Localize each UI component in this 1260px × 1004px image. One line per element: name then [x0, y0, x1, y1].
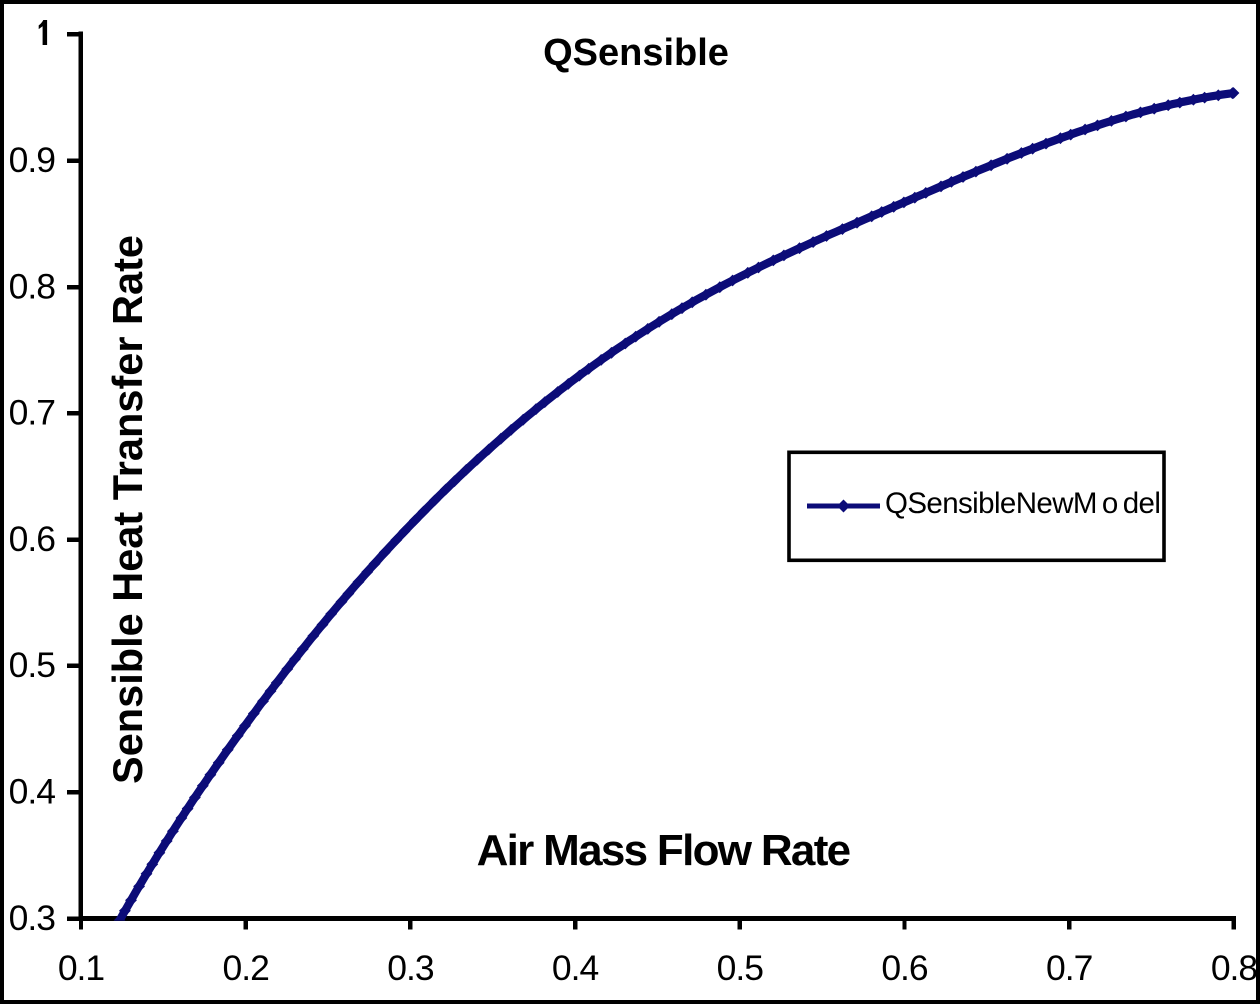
svg-text:0.1: 0.1 — [58, 948, 105, 988]
svg-text:0.2: 0.2 — [223, 948, 269, 988]
svg-text:0.4: 0.4 — [552, 948, 599, 988]
svg-text:0.6: 0.6 — [881, 948, 928, 988]
svg-text:0.7: 0.7 — [9, 393, 55, 433]
svg-text:Sensible Heat Transfer Rate: Sensible Heat Transfer Rate — [104, 235, 151, 784]
svg-text:0.9: 0.9 — [9, 140, 56, 180]
svg-text:0.3: 0.3 — [387, 948, 434, 988]
svg-text:QSensible: QSensible — [543, 32, 729, 74]
svg-text:0.6: 0.6 — [9, 519, 56, 559]
svg-text:0.7: 0.7 — [1046, 948, 1092, 988]
svg-text:0.5: 0.5 — [717, 948, 764, 988]
svg-text:0.5: 0.5 — [9, 645, 56, 685]
svg-text:0.4: 0.4 — [9, 772, 56, 812]
svg-text:0.8: 0.8 — [9, 266, 56, 306]
svg-text:0.3: 0.3 — [9, 898, 56, 938]
svg-text:Air Mass Flow Rate: Air Mass Flow Rate — [477, 826, 850, 875]
svg-text:0.8: 0.8 — [1211, 948, 1258, 988]
